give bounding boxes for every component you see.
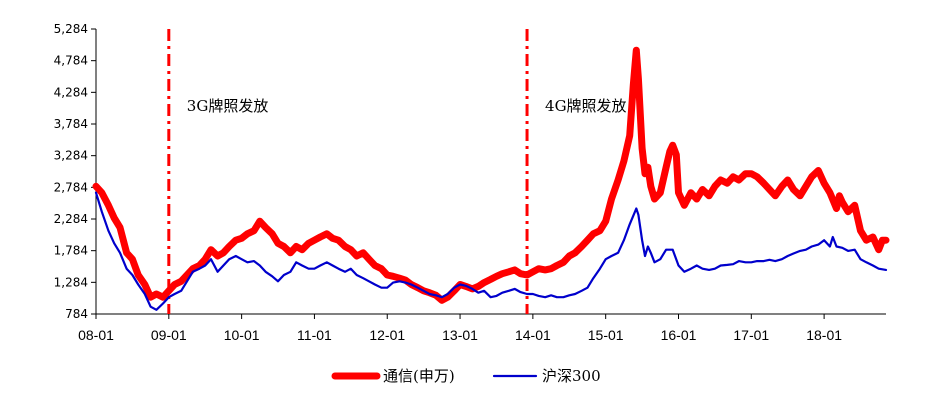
legend: 通信(申万) 沪深300 — [331, 367, 601, 385]
legend-label: 通信(申万) — [383, 367, 455, 385]
y-tick-label: 4,284 — [54, 85, 88, 99]
y-tick-label: 2,284 — [54, 212, 88, 226]
y-tick-label: 1,784 — [54, 244, 88, 258]
series-line-telecom — [92, 46, 890, 304]
annotation-label: 3G牌照发放 — [187, 97, 269, 115]
x-tick-label: 17-01 — [733, 327, 769, 343]
y-tick-label: 1,284 — [54, 275, 88, 289]
x-tick-label: 10-01 — [224, 327, 260, 343]
y-tick-label: 3,784 — [54, 117, 88, 131]
series-line-csi300 — [94, 191, 888, 311]
x-tick-label: 18-01 — [806, 327, 842, 343]
x-tick-label: 11-01 — [297, 327, 332, 343]
y-tick-label: 5,284 — [54, 22, 88, 36]
x-tick-label: 14-01 — [515, 327, 551, 343]
x-tick-label: 12-01 — [369, 327, 405, 343]
x-tick-label: 13-01 — [442, 327, 478, 343]
y-tick-label: 4,784 — [54, 54, 88, 68]
legend-label: 沪深300 — [542, 367, 601, 385]
x-tick-label: 09-01 — [151, 327, 187, 343]
axes: 784 1,284 1,784 2,284 2,784 3,284 3,784 4,284 4,… — [54, 22, 886, 343]
x-tick-label: 15-01 — [588, 327, 624, 343]
series — [92, 46, 890, 311]
annotation-label: 4G牌照发放 — [545, 97, 627, 115]
x-tick-label: 16-01 — [661, 327, 697, 343]
x-tick-label: 08-01 — [78, 327, 114, 343]
y-tick-label: 2,784 — [54, 180, 88, 194]
annotations: 3G牌照发放 4G牌照发放 — [167, 29, 627, 314]
y-tick-label: 3,284 — [54, 149, 88, 163]
y-tick-label: 784 — [65, 307, 88, 321]
